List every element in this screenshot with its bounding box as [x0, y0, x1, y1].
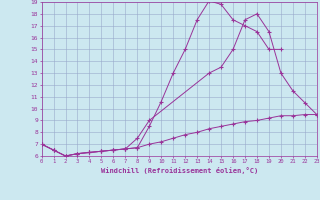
X-axis label: Windchill (Refroidissement éolien,°C): Windchill (Refroidissement éolien,°C) — [100, 167, 258, 174]
